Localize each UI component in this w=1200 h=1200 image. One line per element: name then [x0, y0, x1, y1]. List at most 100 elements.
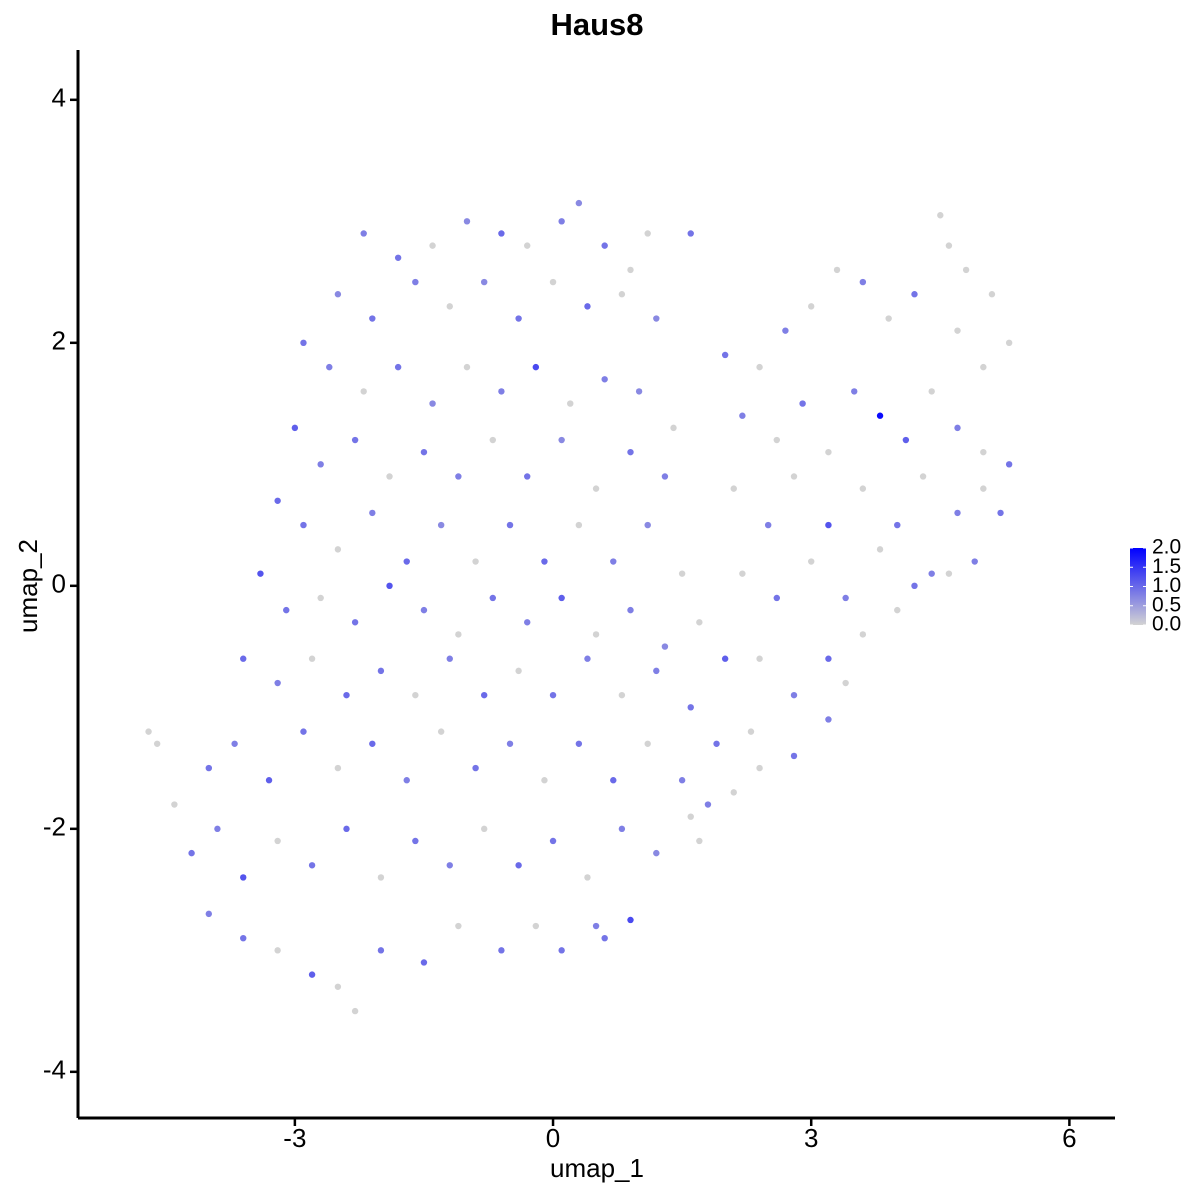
point: [928, 570, 935, 577]
point: [429, 400, 436, 407]
point: [231, 740, 238, 747]
point: [980, 363, 987, 371]
point: [713, 740, 720, 747]
point: [463, 218, 471, 225]
point: [678, 570, 686, 577]
point: [472, 764, 479, 772]
point: [524, 242, 531, 249]
point: [274, 947, 281, 954]
point: [747, 728, 755, 735]
x-tick-label: 3: [804, 1123, 818, 1153]
point: [283, 606, 290, 614]
point: [627, 266, 634, 274]
point: [403, 558, 410, 565]
point: [455, 631, 462, 638]
point: [240, 874, 247, 881]
point: [661, 473, 669, 480]
point: [575, 740, 583, 747]
point: [274, 837, 281, 845]
point: [859, 631, 867, 638]
point: [644, 521, 651, 529]
point: [300, 728, 307, 735]
point: [859, 485, 867, 492]
point: [790, 752, 798, 760]
point: [687, 704, 694, 711]
colorbar: [1130, 548, 1146, 625]
point: [670, 424, 677, 432]
point: [145, 728, 152, 735]
point: [885, 315, 892, 322]
point: [627, 606, 634, 614]
point: [851, 388, 858, 395]
point: [773, 594, 780, 602]
point: [317, 461, 324, 468]
x-tick-label: 6: [1062, 1123, 1076, 1153]
point: [549, 278, 557, 286]
point: [911, 291, 918, 298]
point: [558, 436, 565, 444]
point: [825, 716, 832, 723]
point: [369, 509, 376, 517]
point: [369, 315, 376, 322]
point: [153, 740, 161, 747]
point: [188, 849, 195, 857]
point: [954, 424, 961, 432]
colorbar-tick-label: 1.5: [1152, 555, 1181, 578]
colorbar-tick-label: 1.0: [1152, 574, 1181, 597]
point: [472, 558, 479, 565]
point: [618, 691, 626, 699]
point: [480, 278, 488, 286]
point: [506, 521, 514, 529]
point: [360, 388, 367, 395]
point: [351, 619, 359, 626]
point: [403, 777, 410, 784]
point: [653, 315, 660, 322]
point: [894, 521, 901, 529]
point: [386, 582, 393, 590]
point: [584, 303, 591, 310]
point: [317, 594, 324, 602]
point: [790, 473, 798, 480]
point: [524, 619, 531, 626]
point: [575, 199, 583, 207]
point: [394, 254, 402, 261]
point: [205, 764, 213, 772]
point: [627, 916, 634, 924]
point: [420, 448, 428, 456]
point: [618, 291, 626, 298]
point: [515, 667, 522, 675]
point: [412, 278, 419, 286]
point: [575, 521, 583, 529]
point: [446, 862, 453, 869]
point: [455, 473, 462, 480]
point: [308, 655, 316, 662]
point: [437, 521, 445, 529]
point: [377, 667, 385, 675]
colorbar-tick-label: 0.0: [1152, 613, 1181, 636]
point: [489, 594, 496, 602]
point: [412, 837, 419, 845]
point: [971, 558, 978, 565]
point: [653, 667, 660, 675]
point: [171, 801, 178, 808]
point: [937, 212, 944, 219]
y-tick-label: -2: [43, 812, 66, 842]
point: [515, 862, 522, 869]
point: [351, 1007, 359, 1015]
point: [876, 546, 884, 553]
colorbar-tick-label: 2.0: [1152, 536, 1181, 559]
point: [790, 691, 798, 699]
point: [549, 837, 557, 845]
point: [696, 837, 703, 845]
point: [687, 813, 694, 820]
point: [480, 825, 488, 833]
point: [799, 400, 806, 407]
point: [756, 363, 763, 371]
point: [489, 436, 496, 444]
point: [1005, 339, 1013, 347]
point: [308, 862, 316, 869]
point: [343, 825, 350, 833]
point: [351, 436, 359, 444]
point: [265, 777, 273, 784]
point: [980, 448, 987, 456]
